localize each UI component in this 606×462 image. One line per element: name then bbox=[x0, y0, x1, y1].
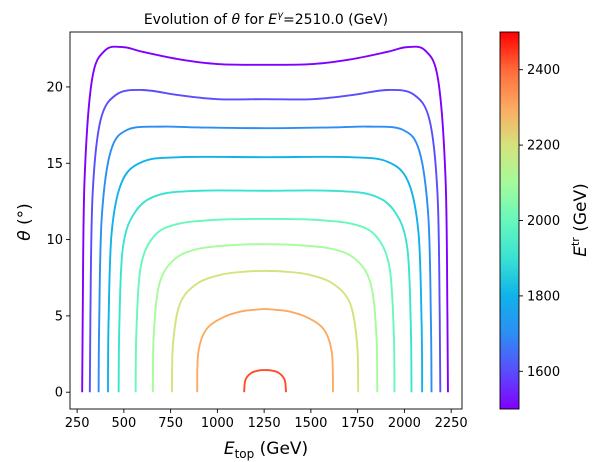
x-tick-label: 1750 bbox=[341, 416, 374, 431]
x-tick-label: 2000 bbox=[388, 416, 421, 431]
series-line-etr-1700 bbox=[97, 125, 433, 393]
series-line-etr-2100 bbox=[151, 243, 379, 393]
series-line-etr-2400 bbox=[243, 369, 287, 393]
x-tick-label: 2250 bbox=[435, 416, 468, 431]
x-tick-label: 250 bbox=[65, 416, 90, 431]
plot-frame bbox=[69, 31, 463, 410]
colorbar-tick-label: 1800 bbox=[527, 289, 560, 304]
series-line-etr-2300 bbox=[196, 308, 334, 393]
y-tick-label: 0 bbox=[55, 386, 63, 401]
x-axis: 250 500 750 1000 1250 1500 1750 2000 2250 bbox=[65, 409, 468, 431]
y-tick-label: 5 bbox=[55, 309, 63, 324]
y-tick-label: 20 bbox=[46, 80, 63, 95]
x-tick-label: 500 bbox=[111, 416, 136, 431]
x-axis-label: Etop (GeV) bbox=[224, 439, 308, 461]
series-line-etr-2200 bbox=[170, 269, 360, 393]
series-line-etr-1600 bbox=[88, 88, 442, 393]
series-line-etr-2000 bbox=[134, 218, 396, 393]
series-line-etr-1500 bbox=[81, 45, 449, 393]
y-axis-label: θ (°) bbox=[15, 203, 35, 241]
y-tick-label: 10 bbox=[46, 233, 63, 248]
chart-title: Evolution of θ for Eγ=2510.0 (GeV) bbox=[144, 10, 388, 28]
colorbar-tick-label: 1600 bbox=[527, 365, 560, 380]
x-tick-label: 750 bbox=[158, 416, 183, 431]
colorbar-tick-label: 2200 bbox=[527, 139, 560, 154]
x-tick-label: 1500 bbox=[294, 416, 327, 431]
colorbar-tick-label: 2400 bbox=[527, 63, 560, 78]
series-layer bbox=[81, 45, 449, 393]
colorbar-label: Etr (GeV) bbox=[569, 183, 591, 257]
series-line-etr-1900 bbox=[117, 189, 413, 393]
colorbar-ticks: 1600 1800 2000 2200 2400 bbox=[519, 63, 560, 380]
x-tick-label: 1250 bbox=[248, 416, 281, 431]
colorbar bbox=[499, 31, 520, 410]
series-line-etr-1800 bbox=[107, 155, 424, 393]
colorbar-tick-label: 2000 bbox=[527, 214, 560, 229]
y-axis: 0 5 10 15 20 bbox=[46, 80, 70, 401]
y-tick-label: 15 bbox=[46, 157, 63, 172]
x-tick-label: 1000 bbox=[201, 416, 234, 431]
